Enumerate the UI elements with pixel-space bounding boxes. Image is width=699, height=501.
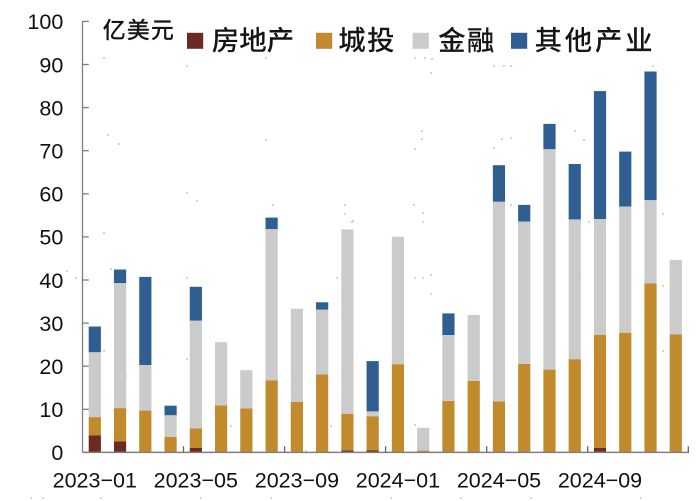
svg-text:60: 60 xyxy=(39,183,63,207)
svg-text:2023−05: 2023−05 xyxy=(154,468,238,492)
svg-text:90: 90 xyxy=(39,53,63,77)
svg-text:80: 80 xyxy=(39,96,63,120)
svg-text:20: 20 xyxy=(39,355,63,379)
svg-text:0: 0 xyxy=(51,441,63,465)
svg-text:2024−05: 2024−05 xyxy=(457,468,541,492)
svg-text:2023−09: 2023−09 xyxy=(255,468,339,492)
svg-text:30: 30 xyxy=(39,312,63,336)
svg-text:50: 50 xyxy=(39,226,63,250)
svg-text:2024−09: 2024−09 xyxy=(558,468,642,492)
svg-text:2023−01: 2023−01 xyxy=(53,468,137,492)
svg-text:40: 40 xyxy=(39,269,63,293)
svg-text:100: 100 xyxy=(27,10,63,34)
svg-text:2024−01: 2024−01 xyxy=(356,468,440,492)
svg-text:70: 70 xyxy=(39,140,63,164)
svg-text:10: 10 xyxy=(39,398,63,422)
